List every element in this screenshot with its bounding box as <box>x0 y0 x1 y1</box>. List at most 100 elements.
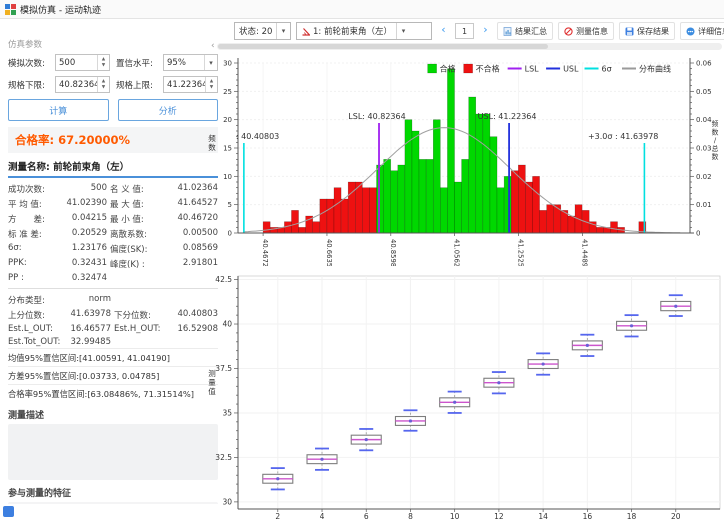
next-page-button[interactable]: › <box>479 23 492 39</box>
y-axis-title: 测量值 <box>208 369 216 396</box>
x-tick-label: 40.66354 <box>325 239 333 266</box>
histogram-bar-pass <box>412 131 419 233</box>
state-selector[interactable]: 状态: 20 <box>234 22 291 40</box>
stat-label <box>114 294 162 306</box>
chevron-down-icon[interactable] <box>396 23 410 39</box>
lsl-stepper[interactable]: 40.82364 ▲▼ <box>55 76 110 93</box>
measurement-selector-value: 1: 前轮前束角（左） <box>313 25 392 37</box>
histogram-bar-pass <box>405 120 412 233</box>
passrate-confidence-interval: 合格率95%置信区间:[63.08486%, 71.31514%] <box>8 384 218 402</box>
axis-tick-label: 40 <box>222 320 232 329</box>
status-bar-icon[interactable] <box>3 506 14 517</box>
scroll-left-icon[interactable]: ‹ <box>211 42 215 51</box>
sigma-high-label: +3.0σ : 41.63978 <box>588 132 658 141</box>
axis-tick-label: 32.5 <box>215 453 232 462</box>
button-label: 结果汇总 <box>515 26 547 37</box>
pass-rate-banner: 合格率: 67.20000% <box>8 127 218 153</box>
mean-dot <box>542 362 545 365</box>
calculate-button[interactable]: 计算 <box>8 99 109 121</box>
axis-tick-label: 0.02 <box>696 173 712 181</box>
analyze-button[interactable]: 分析 <box>118 99 219 121</box>
stat-label: 方 差: <box>8 213 54 225</box>
histogram-bar-pass <box>433 120 440 233</box>
save-results-button[interactable]: 保存结果 <box>619 22 675 40</box>
stat-value: 41.02390 <box>57 198 107 210</box>
histogram-bar-fail <box>525 182 532 233</box>
histogram-bar-fail <box>313 222 320 233</box>
stat-label: 分布类型: <box>8 294 64 306</box>
y-axis-title-right: 频数/总数 <box>712 119 719 161</box>
mean-dot <box>586 344 589 347</box>
histogram-bar-fail <box>362 188 369 233</box>
stat-value: 0.32431 <box>57 258 107 270</box>
stat-value: 0.04215 <box>57 213 107 225</box>
histogram-bar-fail <box>341 199 348 233</box>
stat-value: norm <box>67 294 111 306</box>
features-list: Product: 车架总成: 左转向节+制动盘: Symmetry of DSA… <box>8 502 218 504</box>
stat-value: 16.46577 <box>67 324 111 334</box>
axis-tick-label: 0 <box>228 230 232 238</box>
confidence-value: 95% <box>164 58 204 68</box>
stat-label: 最 小 值: <box>110 213 158 225</box>
detail-info-button[interactable]: 详细信息 <box>680 22 724 40</box>
param-row: 规格下限: 40.82364 ▲▼ 规格上限: 41.22364 ▲▼ <box>8 76 218 93</box>
horizontal-scrollbar[interactable]: ‹ <box>205 42 724 51</box>
legend-swatch <box>464 64 473 73</box>
chevron-down-icon[interactable] <box>276 23 290 39</box>
sim-count-stepper[interactable]: 500 ▲▼ <box>55 54 110 71</box>
histogram-bar-fail <box>568 216 575 233</box>
page-number[interactable]: 1 <box>455 23 474 39</box>
measurement-selector[interactable]: 1: 前轮前束角（左） <box>296 22 432 40</box>
histogram-bar-pass <box>469 97 476 233</box>
stat-label: 成功次数: <box>8 183 54 195</box>
simulation-sidebar: 仿真参数 模拟次数: 500 ▲▼ 置信水平: 95% 规格下限: 40.823… <box>0 36 222 504</box>
measure-info-icon <box>564 27 573 36</box>
histogram-bar-pass <box>497 188 504 233</box>
stat-label <box>114 337 162 347</box>
axis-tick-label: 42.5 <box>215 275 232 284</box>
histogram-bar-pass <box>455 182 462 233</box>
button-label: 测量信息 <box>576 26 608 37</box>
x-tick-label: 18 <box>627 512 637 520</box>
angle-icon <box>301 27 310 36</box>
description-textarea[interactable] <box>8 424 218 480</box>
measure-name-label: 测量名称: <box>8 162 50 173</box>
stat-row: 标 准 差:0.20529 离散系数:0.00500 <box>8 226 218 241</box>
window-titlebar: 模拟仿真 - 运动轨迹 <box>0 0 724 19</box>
scrollbar-thumb[interactable] <box>218 44 548 49</box>
mean-confidence-interval: 均值95%置信区间:[41.00591, 41.04190] <box>8 348 218 366</box>
legend-label: 不合格 <box>476 64 500 74</box>
scrollbar-track[interactable] <box>217 43 722 50</box>
x-tick-label: 20 <box>671 512 681 520</box>
mean-dot <box>674 305 677 308</box>
stat-label: 6σ: <box>8 243 54 255</box>
stat-label: PPK: <box>8 258 54 270</box>
stat-label: 离散系数: <box>110 228 158 240</box>
report-icon <box>503 27 512 36</box>
mean-dot <box>497 381 500 384</box>
axis-tick-label: 15 <box>223 145 232 153</box>
distribution-row: 上分位数:41.63978 下分位数:40.40803 <box>8 307 218 322</box>
x-tick-label: 41.44893 <box>580 239 588 266</box>
stat-value: 0.20529 <box>57 228 107 240</box>
distribution-histogram: : 40.40803+3.0σ : 41.63978LSL: 40.82364U… <box>205 51 724 266</box>
x-tick-label: 41.05624 <box>453 239 461 266</box>
results-summary-button[interactable]: 结果汇总 <box>497 22 553 40</box>
y-axis-title-left: 频数 <box>208 133 216 152</box>
histogram-bar-pass <box>398 165 405 233</box>
histogram-bar-pass <box>483 114 490 233</box>
measurement-info-button[interactable]: 测量信息 <box>558 22 614 40</box>
stat-label: 名 义 值: <box>110 183 158 195</box>
histogram-bar-fail <box>369 188 376 233</box>
axis-tick-label: 0.06 <box>696 60 712 68</box>
legend-label: USL <box>563 65 579 74</box>
stat-row: 6σ:1.23176 偏度(SK):0.08569 <box>8 241 218 256</box>
stepper-arrows-icon[interactable]: ▲▼ <box>97 55 109 70</box>
prev-page-button[interactable]: ‹ <box>437 23 450 39</box>
measure-name-header: 测量名称: 前轮前束角（左） <box>8 159 218 178</box>
stat-row: 平 均 值:41.02390 最 大 值:41.64527 <box>8 196 218 211</box>
chart-panel: ‹ : 40.40803+3.0σ : 41.63978LSL: 40.8236… <box>205 42 724 520</box>
usl-label: 规格上限: <box>116 79 160 91</box>
stepper-arrows-icon[interactable]: ▲▼ <box>97 77 109 92</box>
mean-dot <box>365 438 368 441</box>
